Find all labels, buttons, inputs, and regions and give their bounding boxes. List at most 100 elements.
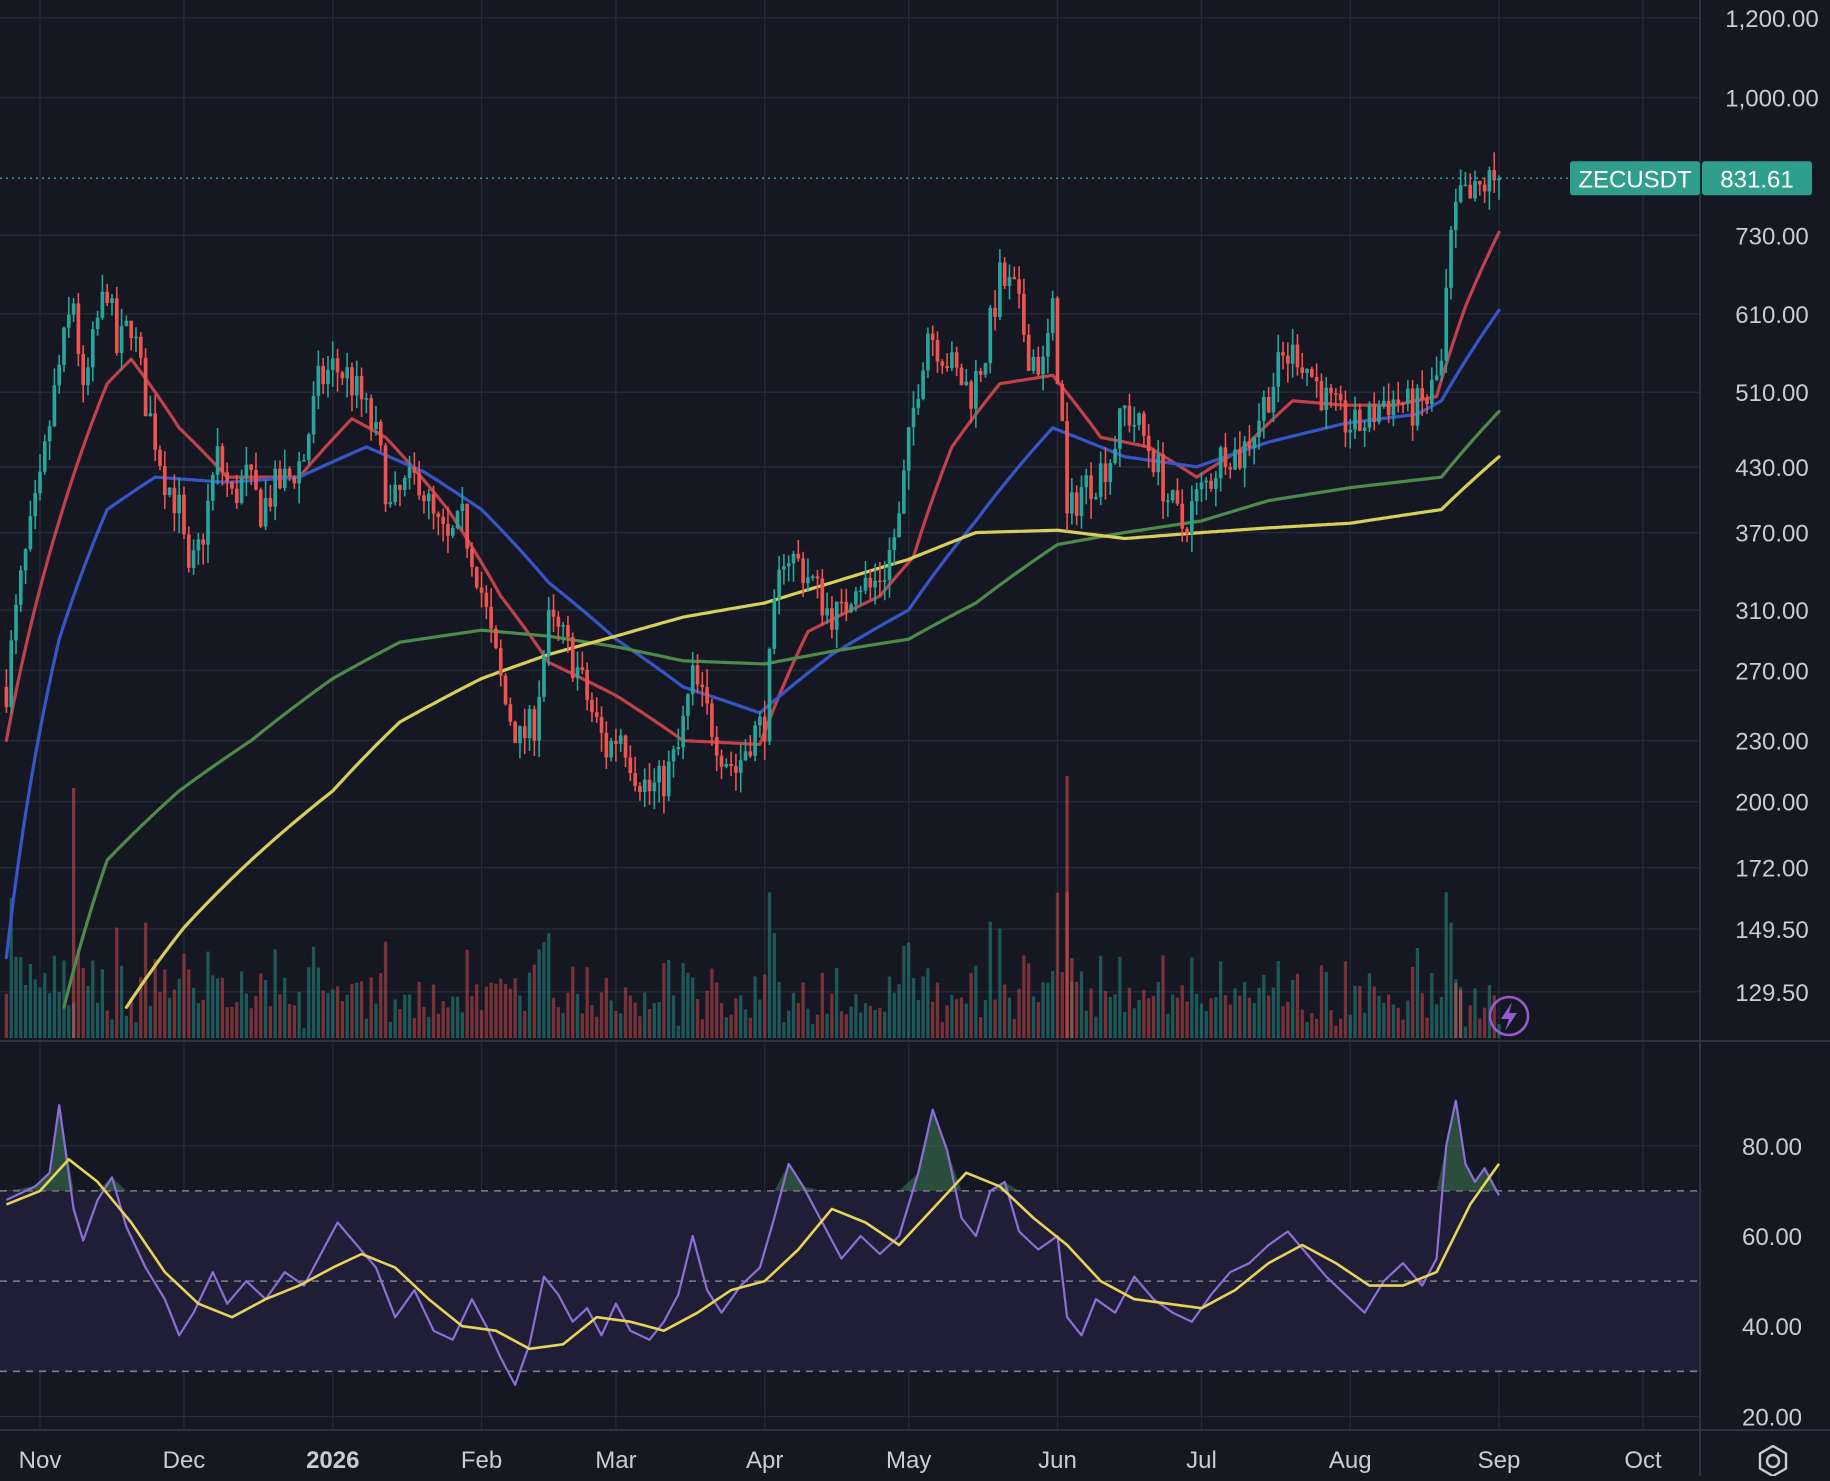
- volume-bar: [614, 1010, 618, 1038]
- volume-bar: [1363, 1012, 1367, 1038]
- candle-body: [657, 765, 661, 783]
- candle-body: [1453, 202, 1458, 230]
- candle-body: [95, 317, 100, 330]
- candle-body: [522, 726, 527, 739]
- candle-body: [393, 484, 397, 503]
- candle-body: [1074, 492, 1079, 516]
- candle-body: [916, 398, 921, 408]
- volume-bar: [916, 999, 920, 1038]
- candle-body: [446, 523, 450, 536]
- candle-body: [268, 498, 273, 507]
- candle-body: [1305, 368, 1309, 373]
- volume-bar: [1305, 1022, 1309, 1038]
- price-axis[interactable]: 1,200.00 1,000.00 730.00 610.00 510.00 430.00…: [1725, 6, 1818, 1007]
- volume-bar: [355, 982, 359, 1038]
- candle-body: [676, 746, 681, 750]
- volume-bar: [403, 994, 407, 1038]
- volume-bar: [547, 933, 551, 1038]
- candle-body: [1348, 429, 1353, 433]
- candle-body: [810, 576, 815, 578]
- candle-body: [1487, 170, 1492, 192]
- volume-bar: [1099, 955, 1103, 1038]
- volume-bar: [326, 993, 330, 1038]
- volume-bar: [1247, 997, 1252, 1038]
- candle-body: [1334, 393, 1338, 395]
- candle-body: [546, 609, 551, 657]
- candle-body: [1190, 501, 1194, 534]
- volume-bar: [820, 972, 824, 1038]
- candle-body: [273, 468, 277, 507]
- volume-bar: [287, 1003, 292, 1038]
- rsi-tick-label: 60.00: [1742, 1224, 1802, 1251]
- volume-bar: [1027, 963, 1031, 1038]
- candle-body: [1204, 480, 1209, 483]
- volume-bar: [1492, 995, 1496, 1038]
- candle-body: [710, 703, 714, 738]
- volume-bar: [691, 977, 695, 1038]
- candle-body: [23, 549, 28, 571]
- volume-bar: [1022, 955, 1026, 1038]
- volume-bar: [1463, 1026, 1468, 1038]
- candle-body: [369, 398, 373, 429]
- volume-bar: [1439, 996, 1444, 1038]
- symbol-price-label[interactable]: ZECUSDT 831.61: [1570, 161, 1812, 196]
- volume-bar: [225, 1007, 229, 1038]
- candle-body: [758, 716, 762, 726]
- volume-bar: [883, 1011, 887, 1038]
- volume-bar: [945, 1005, 949, 1038]
- volume-bar: [1444, 892, 1448, 1038]
- candle-body: [700, 684, 705, 688]
- volume-bar: [1430, 972, 1434, 1038]
- lightning-icon[interactable]: [1488, 995, 1530, 1037]
- candle-body: [782, 566, 786, 570]
- candle-body: [134, 336, 138, 339]
- volume-bar: [772, 933, 776, 1038]
- candle-body: [1146, 435, 1151, 452]
- rsi-axis[interactable]: 80.00 60.00 40.00 20.00: [1742, 1134, 1802, 1432]
- candle-body: [230, 481, 234, 489]
- volume-bar: [278, 994, 282, 1038]
- volume-bar: [763, 974, 767, 1038]
- candle-body: [1382, 400, 1386, 407]
- candle-body: [1406, 388, 1410, 404]
- volume-bar: [868, 1005, 872, 1038]
- candle-body: [844, 602, 849, 612]
- candle-body: [623, 735, 628, 758]
- candle-body: [1175, 490, 1180, 504]
- volume-bar: [158, 991, 162, 1038]
- volume-bar: [283, 977, 287, 1038]
- time-axis[interactable]: Nov Dec 2026 Feb Mar Apr May Jun Jul Aug Sep Oct: [19, 1447, 1662, 1474]
- candle-body: [537, 696, 541, 741]
- volume-bar: [494, 983, 498, 1038]
- volume-bar: [911, 978, 916, 1038]
- volume-bar: [604, 977, 608, 1038]
- volume-bar: [19, 957, 23, 1038]
- candle-body: [1233, 449, 1237, 470]
- candle-body: [1017, 279, 1021, 294]
- candle-body: [964, 381, 969, 386]
- candle-body: [1415, 388, 1420, 426]
- candle-body: [993, 307, 997, 317]
- volume-bar: [657, 1001, 661, 1038]
- candle-body: [594, 712, 599, 718]
- rsi-lines: [5, 1099, 1501, 1386]
- volume-bar: [321, 990, 325, 1038]
- price-tick-label: 200.00: [1735, 790, 1808, 817]
- time-tick-label: 2026: [306, 1447, 359, 1474]
- volume-bar: [499, 978, 503, 1038]
- candle-body: [350, 367, 354, 396]
- time-tick-label: Sep: [1478, 1447, 1521, 1474]
- volume-bar: [825, 1013, 829, 1038]
- volume-bar: [148, 1005, 153, 1038]
- volume-bar: [1449, 922, 1453, 1038]
- volume-bar: [902, 945, 906, 1038]
- price-tick-label: 610.00: [1735, 302, 1808, 329]
- candle-body: [820, 578, 825, 616]
- volume-bar: [1003, 984, 1007, 1038]
- candle-body: [455, 511, 460, 528]
- candle-body: [1103, 463, 1108, 483]
- volume-bar: [575, 993, 580, 1038]
- volume-bar: [815, 1014, 820, 1038]
